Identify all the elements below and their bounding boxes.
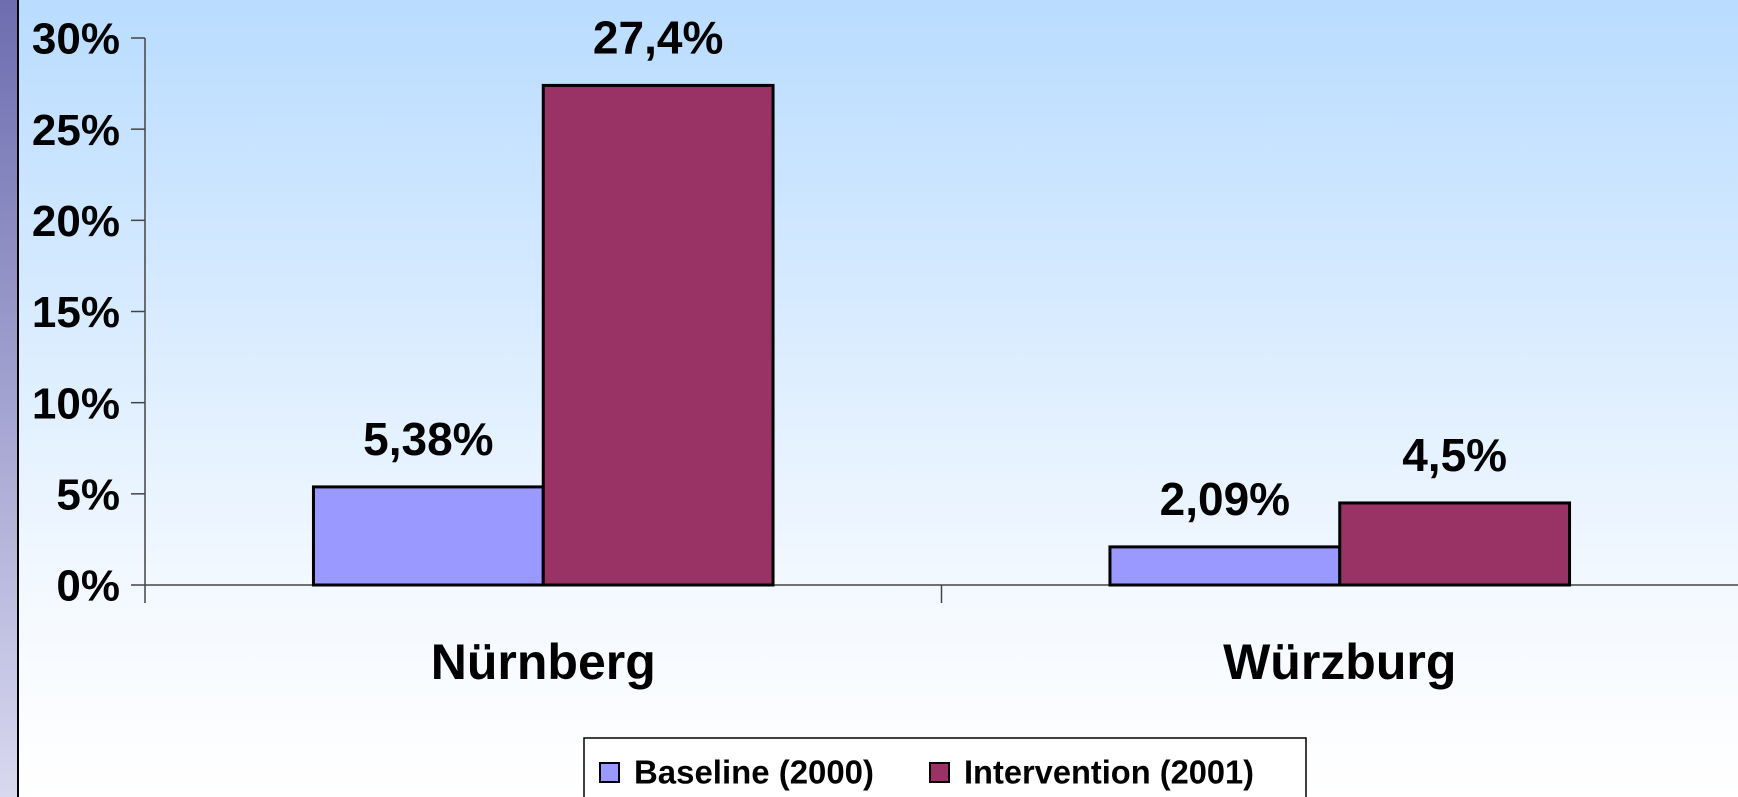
y-tick-label: 15% bbox=[32, 288, 120, 337]
value-label: 5,38% bbox=[363, 413, 493, 465]
value-label: 4,5% bbox=[1402, 429, 1507, 481]
x-tick-label: Würzburg bbox=[1223, 634, 1456, 690]
bar bbox=[1108, 545, 1342, 587]
bar bbox=[541, 83, 775, 587]
y-tick-label: 20% bbox=[32, 197, 120, 246]
y-tick-label: 5% bbox=[56, 470, 120, 519]
bar bbox=[1338, 501, 1572, 587]
x-tick-label: Nürnberg bbox=[431, 634, 656, 690]
value-label: 27,4% bbox=[593, 12, 723, 64]
legend-swatch bbox=[599, 762, 620, 783]
legend-swatch bbox=[929, 762, 950, 783]
y-tick-label: 30% bbox=[32, 15, 120, 64]
y-tick-label: 0% bbox=[56, 562, 120, 611]
legend-label: Baseline (2000) bbox=[634, 754, 874, 791]
legend-label: Intervention (2001) bbox=[964, 754, 1254, 791]
y-tick-label: 10% bbox=[32, 379, 120, 428]
y-tick-label: 25% bbox=[32, 106, 120, 155]
side-strip bbox=[0, 0, 17, 797]
bar bbox=[311, 485, 545, 587]
value-label: 2,09% bbox=[1160, 473, 1290, 525]
